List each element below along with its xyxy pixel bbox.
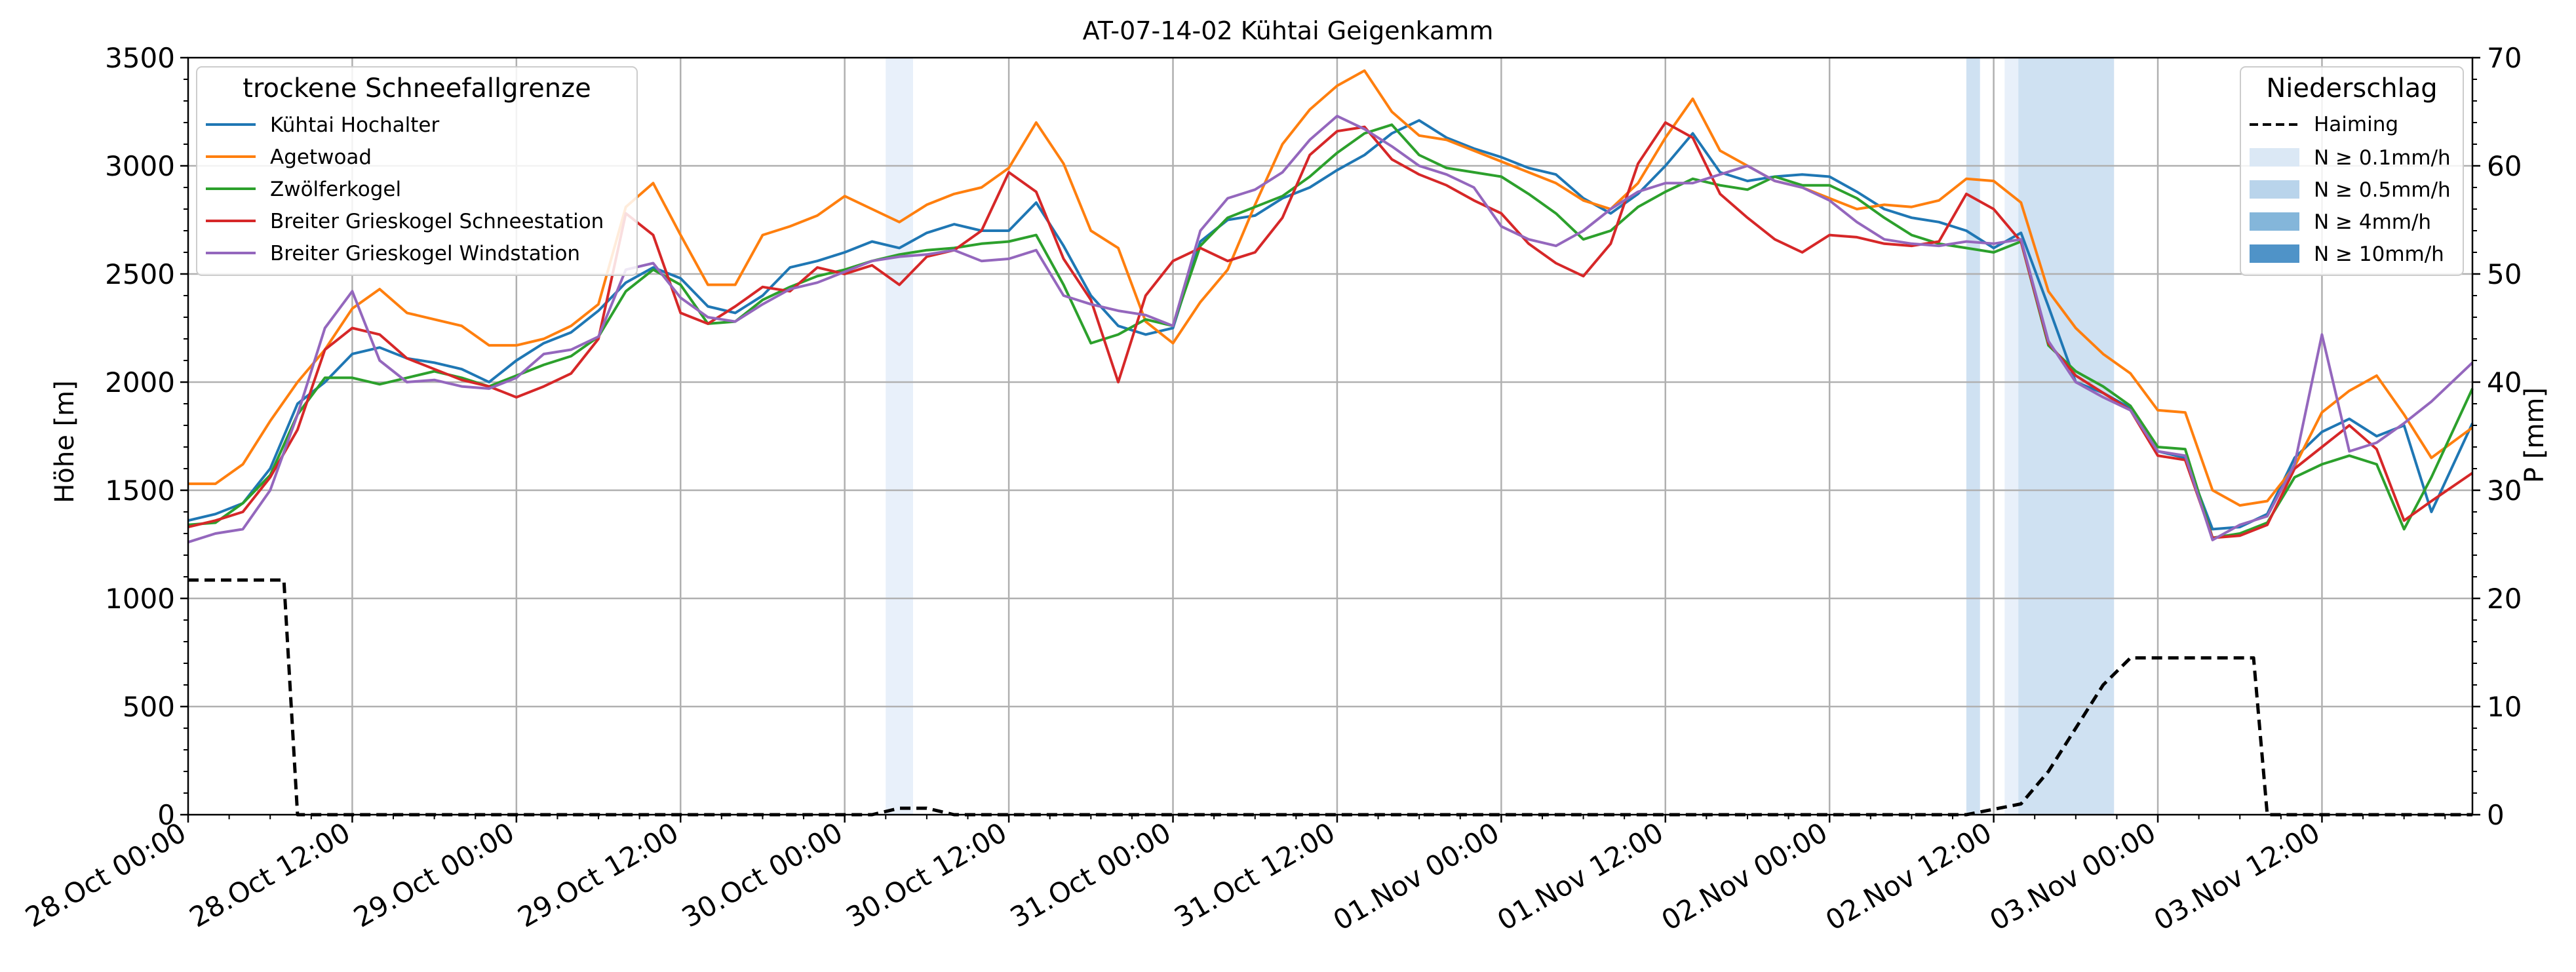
precip-band-0: [886, 58, 914, 815]
y-tick-label-right-0: 0: [2487, 799, 2505, 831]
legend-left-label-0: Kühtai Hochalter: [270, 113, 440, 137]
legend-band-swatch-2: [2250, 212, 2299, 231]
y-tick-label-right-4: 40: [2487, 366, 2522, 399]
y-tick-label-right-1: 10: [2487, 691, 2522, 723]
y-tick-label-left-6: 3000: [105, 150, 175, 182]
y-tick-label-right-2: 20: [2487, 583, 2522, 615]
y-tick-label-right-6: 60: [2487, 150, 2522, 182]
precip-bands: [886, 58, 2115, 815]
y-tick-label-left-3: 1500: [105, 475, 175, 507]
legend-band-label-0: N ≥ 0.1mm/h: [2314, 146, 2451, 170]
legend-left: trockene Schneefallgrenze Kühtai Hochalt…: [196, 66, 638, 276]
series-line-2: [187, 123, 2474, 539]
chart-title: AT-07-14-02 Kühtai Geigenkamm: [1083, 16, 1494, 45]
y-tick-label-left-1: 500: [123, 691, 175, 723]
legend-band-swatch-0: [2250, 148, 2299, 166]
legend-left-label-3: Breiter Grieskogel Schneestation: [270, 210, 604, 233]
legend-right-title: Niederschlag: [2266, 73, 2437, 104]
y-tick-label-left-7: 3500: [105, 42, 175, 74]
legend-band-label-2: N ≥ 4mm/h: [2314, 210, 2431, 234]
legend-right: Niederschlag Haiming N ≥ 0.1mm/h N ≥ 0.5m…: [2240, 66, 2464, 276]
legend-band-swatch-3: [2250, 244, 2299, 263]
y-tick-label-left-5: 2500: [105, 258, 175, 290]
legend-haiming-label: Haiming: [2314, 113, 2398, 136]
y-tick-label-right-7: 70: [2487, 42, 2522, 74]
legend-left-title: trockene Schneefallgrenze: [243, 73, 591, 104]
y-tick-label-left-0: 0: [157, 799, 175, 831]
precip-band-2: [2004, 58, 2019, 815]
y-tick-label-left-2: 1000: [105, 583, 175, 615]
plot-frame: [187, 56, 2474, 816]
legend-left-items: Kühtai Hochalter Agetwoad Zwölferkogel Brei…: [206, 113, 604, 265]
legend-left-box: [196, 66, 638, 276]
plot-border: [187, 56, 2474, 816]
y-tick-label-right-3: 30: [2487, 475, 2522, 507]
legend-left-label-1: Agetwoad: [270, 146, 372, 169]
series-line-1: [188, 69, 2474, 507]
legend-band-label-1: N ≥ 0.5mm/h: [2314, 178, 2451, 202]
legend-right-bands: N ≥ 0.1mm/h N ≥ 0.5mm/h N ≥ 4mm/h N ≥ 10mm/…: [2250, 146, 2451, 266]
legend-band-label-3: N ≥ 10mm/h: [2314, 243, 2444, 266]
legend-band-swatch-1: [2250, 180, 2299, 199]
y-axis-label-right: P [mm]: [2520, 387, 2550, 483]
legend-left-label-4: Breiter Grieskogel Windstation: [270, 242, 580, 265]
precip-band-3: [2018, 58, 2115, 815]
legend-left-label-2: Zwölferkogel: [270, 178, 401, 201]
y-tick-label-left-4: 2000: [105, 366, 175, 399]
precip-band-1: [1966, 58, 1980, 815]
series-line-4: [187, 115, 2474, 544]
y-tick-label-right-5: 50: [2487, 258, 2522, 290]
series-line-3: [187, 121, 2474, 539]
y-axis-label-left: Höhe [m]: [50, 380, 80, 503]
